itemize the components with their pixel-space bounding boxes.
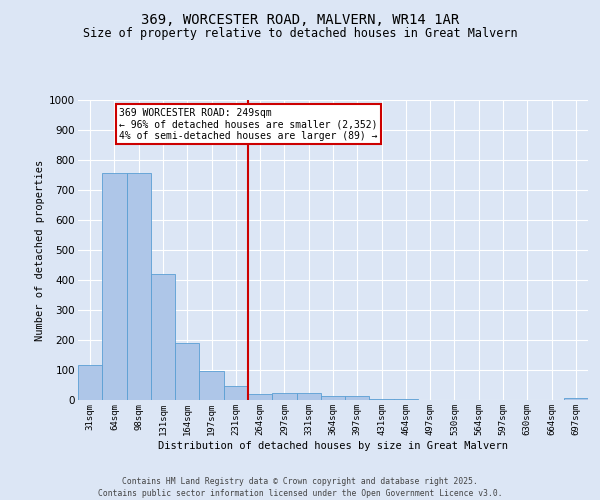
X-axis label: Distribution of detached houses by size in Great Malvern: Distribution of detached houses by size … [158, 440, 508, 450]
Bar [127, 173, 151, 400]
Bar [199, 371, 224, 400]
Bar [102, 173, 127, 400]
Text: 369, WORCESTER ROAD, MALVERN, WR14 1AR: 369, WORCESTER ROAD, MALVERN, WR14 1AR [141, 12, 459, 26]
Bar [296, 394, 321, 400]
Text: Contains public sector information licensed under the Open Government Licence v3: Contains public sector information licen… [98, 489, 502, 498]
Bar [272, 394, 296, 400]
Bar [224, 386, 248, 400]
Bar [78, 365, 102, 400]
Bar [370, 399, 394, 400]
Bar [248, 394, 272, 400]
Text: Size of property relative to detached houses in Great Malvern: Size of property relative to detached ho… [83, 28, 517, 40]
Bar [345, 396, 370, 400]
Bar [151, 274, 175, 400]
Bar [175, 342, 199, 400]
Text: 369 WORCESTER ROAD: 249sqm
← 96% of detached houses are smaller (2,352)
4% of se: 369 WORCESTER ROAD: 249sqm ← 96% of deta… [119, 108, 378, 140]
Text: Contains HM Land Registry data © Crown copyright and database right 2025.: Contains HM Land Registry data © Crown c… [122, 478, 478, 486]
Bar [321, 396, 345, 400]
Bar [564, 398, 588, 400]
Y-axis label: Number of detached properties: Number of detached properties [35, 160, 45, 340]
